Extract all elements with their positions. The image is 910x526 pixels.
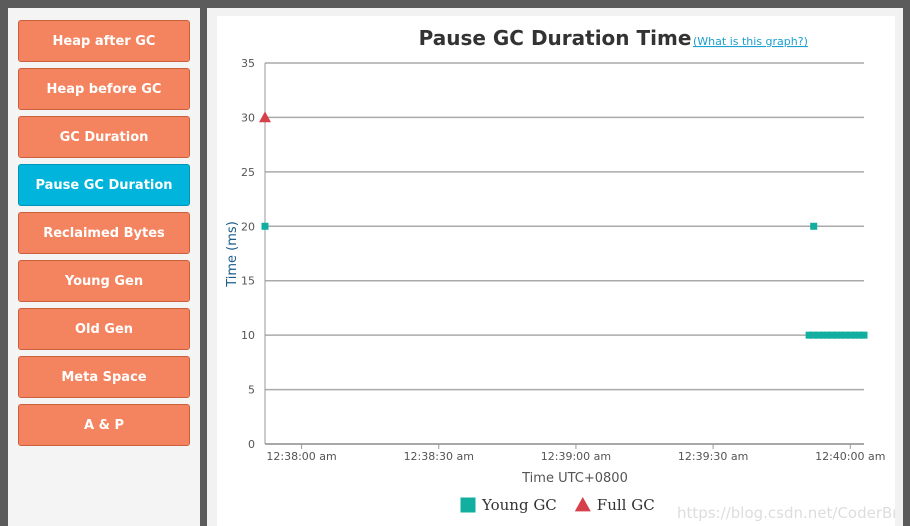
data-point (810, 331, 818, 339)
data-point (810, 222, 818, 230)
chart-title: Pause GC Duration Time (419, 26, 692, 50)
main-panel: Pause GC Duration Time (What is this gra… (207, 8, 903, 526)
nav-button[interactable]: GC Duration (18, 116, 190, 158)
x-tick-label: 12:39:00 am (541, 450, 611, 463)
data-point (860, 331, 868, 339)
y-tick-label: 10 (241, 329, 255, 342)
data-point (851, 331, 859, 339)
sidebar: Heap after GC Heap before GC GC Duration Pa… (8, 8, 200, 526)
data-point (842, 331, 850, 339)
data-point (814, 331, 822, 339)
y-tick-label: 15 (241, 275, 255, 288)
data-point (259, 111, 271, 123)
x-tick-label: 12:38:00 am (266, 450, 336, 463)
data-point (823, 331, 831, 339)
nav-button[interactable]: Young Gen (18, 260, 190, 302)
data-point (819, 331, 827, 339)
legend-label: Young GC (481, 496, 557, 514)
data-point (837, 331, 845, 339)
watermark: https://blog.csdn.net/CoderBruis (677, 504, 895, 522)
data-point (846, 331, 854, 339)
help-link[interactable]: (What is this graph?) (693, 35, 808, 48)
y-tick-label: 35 (241, 57, 255, 70)
x-axis-label: Time UTC+0800 (521, 471, 628, 486)
legend-marker (460, 497, 476, 513)
data-point (828, 331, 836, 339)
nav-button[interactable]: Meta Space (18, 356, 190, 398)
x-tick-label: 12:39:30 am (678, 450, 748, 463)
y-tick-label: 30 (241, 111, 255, 124)
nav-button[interactable]: A & P (18, 404, 190, 446)
y-tick-label: 20 (241, 220, 255, 233)
data-point (855, 331, 863, 339)
nav-button[interactable]: Pause GC Duration (18, 164, 190, 206)
y-axis-label: Time (ms) (225, 221, 240, 288)
nav-button[interactable]: Heap after GC (18, 20, 190, 62)
legend-label: Full GC (597, 496, 655, 514)
y-tick-label: 0 (248, 438, 255, 451)
data-point (261, 222, 269, 230)
y-tick-label: 5 (248, 384, 255, 397)
data-point (833, 331, 841, 339)
chart: Pause GC Duration Time (What is this gra… (217, 16, 895, 526)
chart-background (217, 16, 895, 526)
data-point (805, 331, 813, 339)
nav-button[interactable]: Old Gen (18, 308, 190, 350)
nav-button[interactable]: Heap before GC (18, 68, 190, 110)
legend-marker (574, 497, 591, 512)
x-tick-label: 12:38:30 am (404, 450, 474, 463)
y-tick-label: 25 (241, 166, 255, 179)
nav-button[interactable]: Reclaimed Bytes (18, 212, 190, 254)
x-tick-label: 12:40:00 am (815, 450, 885, 463)
